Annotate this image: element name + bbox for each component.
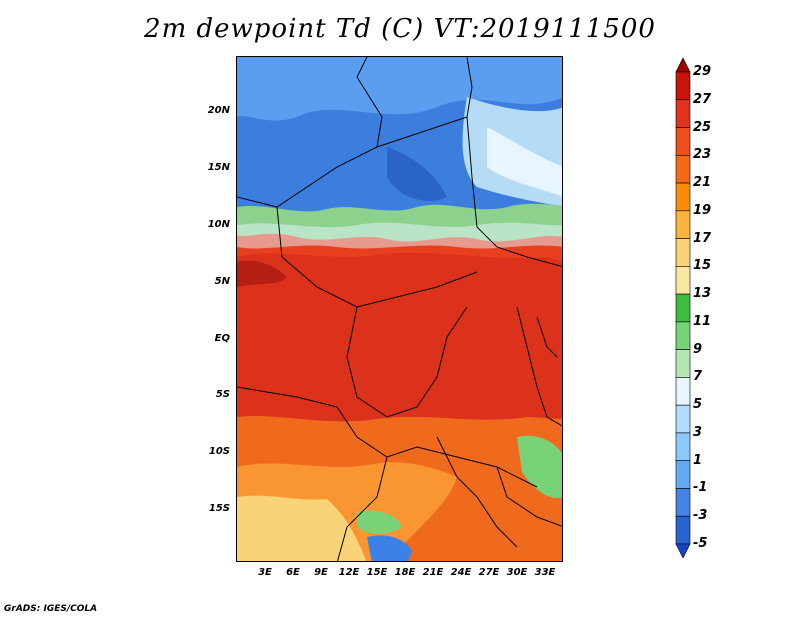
lat-label-15s: 15S — [208, 503, 230, 514]
colorbar-label: 5 — [693, 397, 703, 413]
colorbar-segment — [675, 182, 691, 212]
colorbar-segment — [675, 99, 691, 128]
lat-label-eq: EQ — [214, 333, 230, 344]
colorbar-segment — [675, 377, 691, 406]
dewpoint-map — [236, 56, 563, 562]
colorbar-segment — [675, 321, 691, 350]
lon-label-15e: 15E — [366, 567, 388, 578]
colorbar-segment — [675, 210, 691, 239]
colorbar-label: 25 — [693, 119, 712, 135]
colorbar-label: -1 — [693, 480, 708, 496]
colorbar-segment — [675, 543, 691, 558]
colorbar-label: 11 — [693, 313, 712, 329]
map-field — [237, 57, 562, 561]
lat-label-5n: 5N — [214, 276, 230, 287]
lat-label-20n: 20N — [207, 105, 230, 116]
colorbar-segment — [675, 71, 691, 101]
colorbar-label: -3 — [693, 508, 708, 524]
colorbar-segment — [675, 127, 691, 156]
lon-label-6e: 6E — [286, 567, 300, 578]
colorbar-segment — [675, 460, 691, 489]
lat-label-10s: 10S — [208, 446, 230, 457]
colorbar-segment — [675, 293, 691, 323]
colorbar-label: 27 — [693, 91, 712, 107]
colorbar — [675, 58, 691, 558]
colorbar-segment — [675, 404, 691, 434]
colorbar-segment — [675, 488, 691, 517]
colorbar-label: 3 — [693, 424, 703, 440]
map-title: 2m dewpoint Td (C) VT:2019111500 — [144, 14, 656, 44]
colorbar-segment — [675, 154, 691, 184]
colorbar-segment — [675, 349, 691, 378]
colorbar-label: 29 — [693, 64, 712, 79]
colorbar-label: 7 — [693, 369, 703, 385]
lon-label-3e: 3E — [258, 567, 272, 578]
credit-text: GrADS: IGES/COLA — [4, 604, 98, 614]
lon-label-12e: 12E — [338, 567, 360, 578]
colorbar-label: 21 — [693, 175, 712, 191]
colorbar-segment — [675, 515, 691, 545]
colorbar-segment — [675, 266, 691, 295]
colorbar-label: 19 — [693, 202, 712, 218]
colorbar-label: 15 — [693, 258, 712, 274]
lon-label-21e: 21E — [422, 567, 444, 578]
colorbar-label: 23 — [693, 147, 712, 163]
colorbar-segment — [675, 432, 691, 462]
colorbar-label: 17 — [693, 230, 712, 246]
lon-label-24e: 24E — [450, 567, 472, 578]
colorbar-label: 1 — [693, 452, 703, 468]
colorbar-label: -5 — [693, 536, 708, 551]
lat-label-15n: 15N — [207, 162, 230, 173]
colorbar-label: 13 — [693, 286, 712, 302]
lon-label-9e: 9E — [314, 567, 328, 578]
lon-label-18e: 18E — [394, 567, 416, 578]
colorbar-label: 9 — [693, 341, 703, 357]
colorbar-segment — [675, 238, 691, 267]
lon-label-30e: 30E — [506, 567, 528, 578]
lat-label-5s: 5S — [215, 389, 230, 400]
lat-label-10n: 10N — [207, 219, 230, 230]
lon-label-33e: 33E — [534, 567, 556, 578]
colorbar-segment — [675, 58, 691, 73]
lon-label-27e: 27E — [478, 567, 500, 578]
